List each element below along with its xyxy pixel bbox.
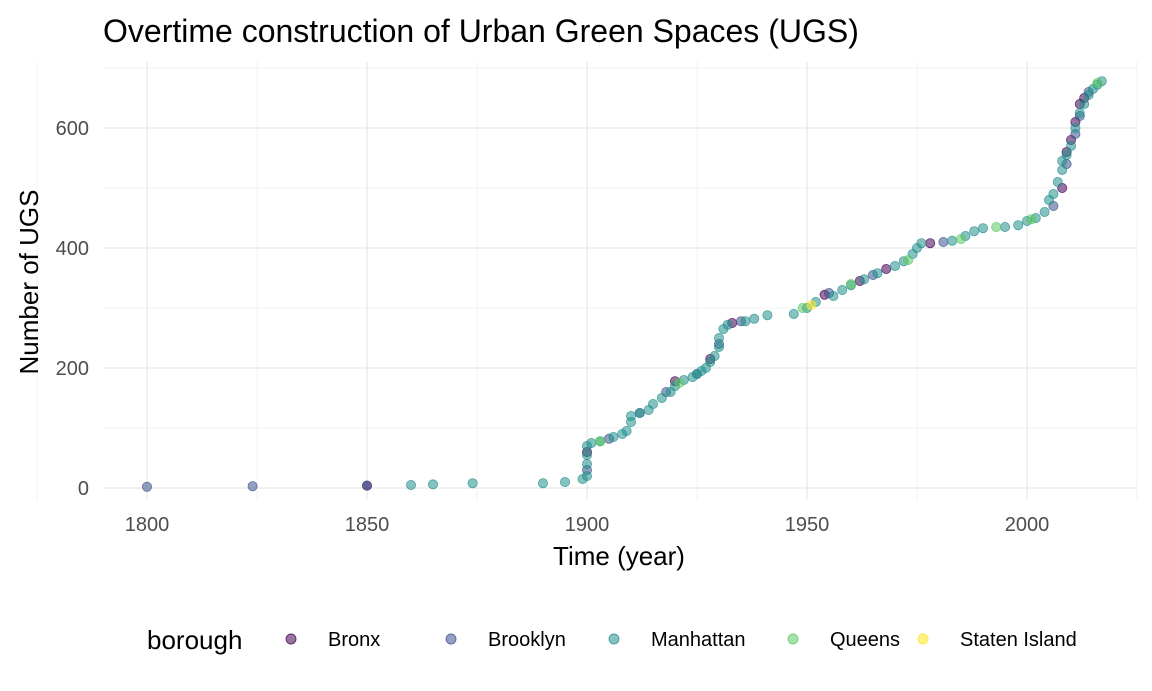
data-point [925, 238, 936, 249]
legend-label: Queens [830, 629, 900, 651]
data-point [978, 223, 989, 234]
data-point [582, 470, 593, 481]
data-point [837, 284, 848, 295]
data-point [1079, 99, 1090, 110]
y-tick-label: 200 [56, 358, 89, 380]
data-point [1026, 214, 1037, 225]
data-point [890, 260, 901, 271]
data-point [722, 319, 733, 330]
data-point [806, 299, 817, 310]
data-point [1000, 221, 1011, 232]
data-point [969, 226, 980, 237]
data-point [141, 481, 152, 492]
data-point [740, 316, 751, 327]
data-point [560, 476, 571, 487]
data-point [1070, 123, 1081, 134]
data-point [938, 236, 949, 247]
data-point [1092, 78, 1103, 89]
x-tick-label: 1850 [345, 514, 390, 536]
data-point [582, 449, 593, 460]
data-point [1013, 220, 1024, 231]
y-axis-title: Number of UGS [14, 190, 44, 375]
data-point [608, 431, 619, 442]
data-point [582, 458, 593, 469]
legend-label: Staten Island [960, 629, 1077, 651]
chart-title: Overtime construction of Urban Green Spa… [103, 13, 859, 49]
x-tick-label: 1800 [125, 514, 170, 536]
data-point [991, 221, 1002, 232]
data-point [1048, 188, 1059, 199]
data-point [916, 238, 927, 249]
x-tick-label: 1900 [565, 514, 610, 536]
data-point [247, 481, 258, 492]
data-point [634, 407, 645, 418]
data-point [595, 436, 606, 447]
grid-major [103, 62, 1137, 500]
data-point [656, 392, 667, 403]
legend-label: Manhattan [651, 629, 746, 651]
legend-key [787, 633, 799, 645]
data-point [749, 313, 760, 324]
data-point [903, 254, 914, 265]
legend-label: Brooklyn [488, 629, 566, 651]
data-point [1057, 164, 1068, 175]
data-point [1061, 149, 1072, 160]
x-axis-title: Time (year) [553, 541, 685, 571]
data-point [846, 278, 857, 289]
y-tick-label: 0 [78, 478, 89, 500]
legend-key [285, 633, 297, 645]
data-point [1052, 176, 1063, 187]
data-point [797, 302, 808, 313]
legend-key [917, 633, 929, 645]
y-tick-label: 400 [56, 238, 89, 260]
data-point [828, 290, 839, 301]
y-axis-ticks: 0 200 400 600 [56, 118, 89, 500]
data-point [1039, 206, 1050, 217]
data-point [947, 235, 958, 246]
data-point [586, 437, 597, 448]
data-point [709, 350, 720, 361]
data-point [788, 308, 799, 319]
data-point [361, 480, 372, 491]
data-point [762, 310, 773, 321]
data-point [1074, 108, 1085, 119]
data-point [467, 478, 478, 489]
data-point [538, 478, 549, 489]
x-axis-ticks: 1800 1850 1900 1950 2000 [125, 514, 1050, 536]
data-point [674, 377, 685, 388]
grid-minor [36, 62, 1138, 500]
data-point [405, 479, 416, 490]
data-point [714, 332, 725, 343]
data-point [956, 233, 967, 244]
legend-key [608, 633, 620, 645]
data-point [872, 268, 883, 279]
data-point [1066, 140, 1077, 151]
data-point [648, 398, 659, 409]
data-point [714, 341, 725, 352]
legend-label: Bronx [328, 629, 380, 651]
legend-key [445, 633, 457, 645]
data-point [427, 479, 438, 490]
x-tick-label: 1950 [785, 514, 830, 536]
data-points [141, 76, 1107, 492]
data-point [621, 425, 632, 436]
legend-title: borough [147, 625, 242, 655]
data-point [859, 274, 870, 285]
y-tick-label: 600 [56, 118, 89, 140]
legend: borough Bronx Brooklyn Manhattan Queens Stat… [147, 625, 1077, 655]
data-point [626, 410, 637, 421]
data-point [881, 263, 892, 274]
x-tick-label: 2000 [1005, 514, 1050, 536]
